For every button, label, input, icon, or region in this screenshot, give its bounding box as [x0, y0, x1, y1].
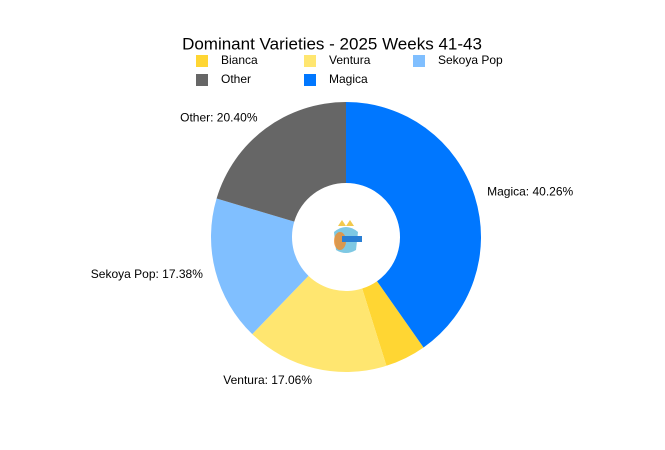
legend-swatch: [413, 55, 425, 67]
legend-label: Sekoya Pop: [438, 53, 503, 67]
data-label: Ventura: 17.06%: [223, 373, 312, 387]
legend-label: Magica: [329, 72, 368, 86]
legend-swatch: [304, 55, 316, 67]
legend-label: Ventura: [329, 53, 371, 67]
data-label: Magica: 40.26%: [487, 185, 573, 199]
legend-swatch: [304, 74, 316, 86]
chart-title: Dominant Varieties - 2025 Weeks 41-43: [182, 34, 482, 53]
donut-slice: [362, 281, 424, 366]
legend-label: Bianca: [221, 53, 258, 67]
legend-label: Other: [221, 72, 251, 86]
data-label: Other: 20.40%: [180, 111, 258, 125]
legend-swatch: [196, 55, 208, 67]
donut-slice: [346, 102, 481, 348]
data-label: Sekoya Pop: 17.38%: [91, 267, 203, 281]
donut-slice: [216, 102, 346, 222]
donut-slice: [210, 198, 309, 335]
legend-swatch: [196, 74, 208, 86]
donut-slice: [252, 275, 387, 372]
center-logo: [329, 220, 363, 254]
